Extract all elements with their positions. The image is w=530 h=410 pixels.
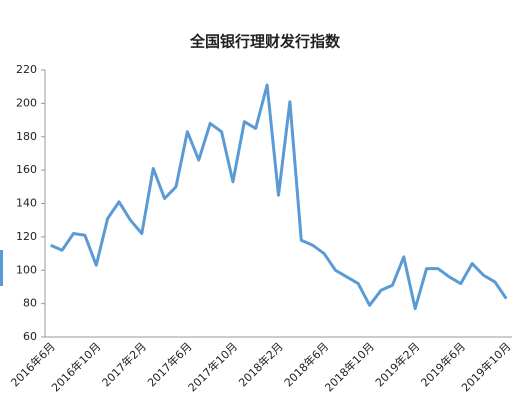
x-tick-label: 2018年10月	[322, 339, 377, 394]
y-tick-label: 120	[16, 230, 37, 243]
x-tick-label: 2017年2月	[99, 339, 149, 389]
x-tick-label: 2017年10月	[185, 339, 240, 394]
x-tick-label: 2019年2月	[372, 339, 422, 389]
y-tick-label: 180	[16, 130, 37, 143]
x-tick-label: 2016年10月	[48, 339, 103, 394]
data-line	[50, 83, 508, 311]
x-tick-label: 2019年6月	[418, 339, 468, 389]
x-tick-label: 2018年6月	[281, 339, 331, 389]
x-tick-label: 2018年2月	[236, 339, 286, 389]
y-tick-label: 220	[16, 63, 37, 76]
y-tick-label: 100	[16, 263, 37, 276]
y-tick-label: 200	[16, 96, 37, 109]
chart-title: 全国银行理财发行指数	[189, 33, 341, 51]
y-tick-label: 160	[16, 163, 37, 176]
y-tick-label: 60	[23, 330, 37, 343]
x-tick-label: 2017年6月	[144, 339, 194, 389]
side-marker	[0, 250, 3, 286]
x-tick-label: 2019年10月	[458, 339, 513, 394]
y-tick-label: 140	[16, 197, 37, 210]
x-tick-label: 2016年6月	[8, 339, 58, 389]
y-tick-label: 80	[23, 297, 37, 310]
